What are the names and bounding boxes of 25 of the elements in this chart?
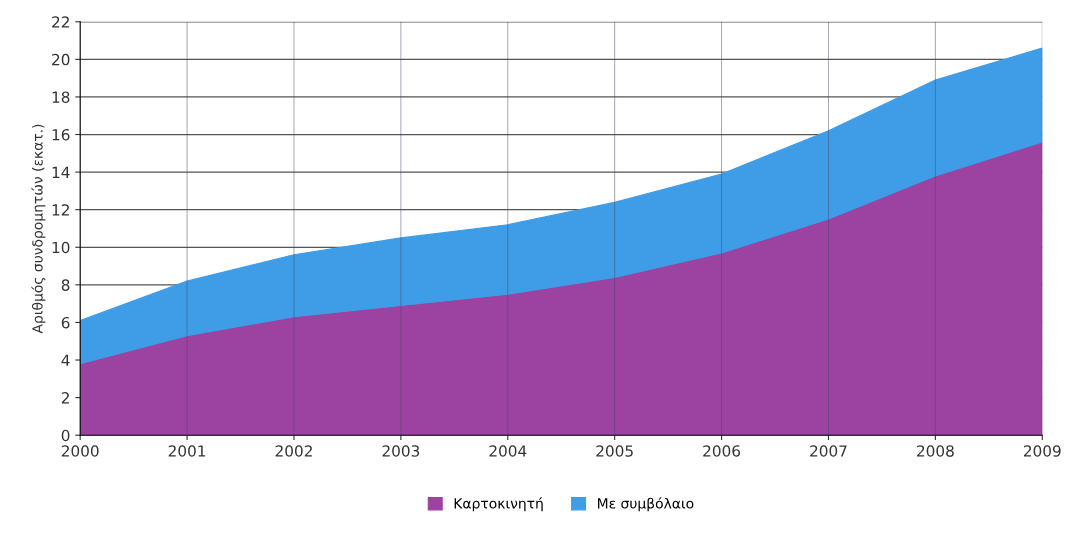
y-tick-label: 10	[52, 241, 70, 254]
y-tick-label: 18	[52, 91, 70, 103]
y-tick-label: 2	[61, 392, 69, 404]
x-tick-label: 2002	[275, 445, 312, 457]
x-tick-label: 2000	[61, 445, 99, 457]
y-axis-title: Αριθμός συνδρομητών (εκατ.)	[31, 124, 46, 334]
y-tick-label: 8	[61, 279, 70, 291]
legend-label: Καρτοκινητή	[454, 497, 543, 512]
legend-label: Με συμβόλαιο	[597, 497, 694, 512]
x-tick-label: 2004	[489, 445, 527, 457]
x-tick-label: 2008	[917, 445, 954, 457]
x-tick-label: 2005	[596, 445, 633, 457]
y-tick-label: 14	[52, 166, 70, 178]
x-tick-label: 2003	[382, 445, 420, 457]
x-tick-label: 2007	[810, 445, 847, 457]
y-tick-label: 0	[61, 429, 70, 442]
y-tick-label: 12	[52, 204, 69, 216]
x-tick-label: 2009	[1023, 445, 1061, 457]
y-tick-label: 4	[61, 354, 70, 366]
y-tick-label: 20	[52, 53, 70, 66]
x-tick-label: 2001	[168, 445, 206, 457]
y-tick-label: 6	[61, 316, 70, 329]
y-tick-label: 16	[52, 128, 70, 141]
y-tick-label: 22	[52, 16, 69, 28]
x-tick-label: 2006	[703, 445, 741, 457]
